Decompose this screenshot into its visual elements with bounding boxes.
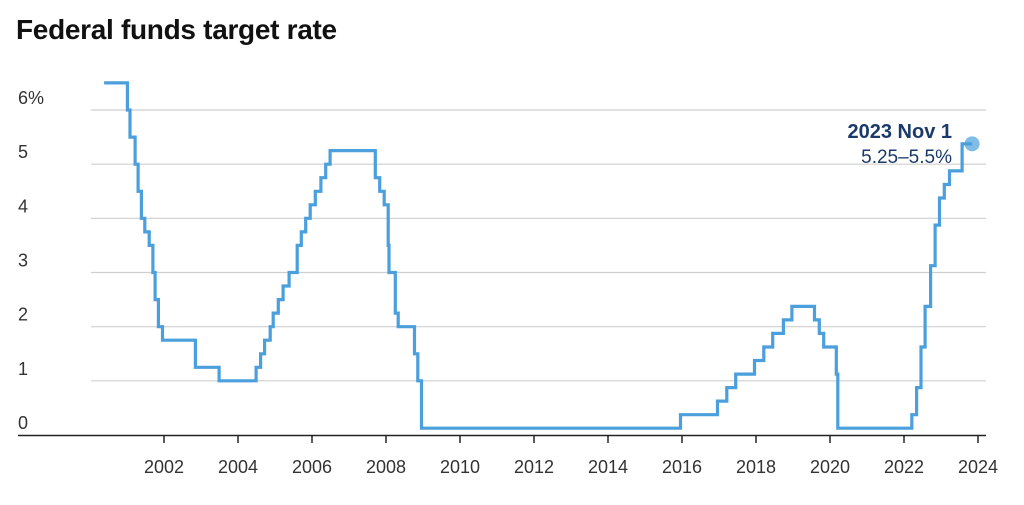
x-tick-label: 2016: [662, 457, 702, 477]
x-tick-label: 2022: [884, 457, 924, 477]
x-tick-label: 2020: [810, 457, 850, 477]
x-tick-label: 2004: [218, 457, 258, 477]
annotation: 2023 Nov 1 5.25–5.5%: [847, 121, 980, 168]
y-tick-label: 3: [18, 251, 28, 271]
series: [104, 81, 973, 430]
x-tick-label: 2014: [588, 457, 628, 477]
y-tick-label: 5: [18, 142, 28, 162]
chart-title: Federal funds target rate: [16, 14, 337, 45]
gridlines: [91, 109, 986, 382]
annotation-date: 2023 Nov 1: [847, 121, 952, 143]
x-tick-label: 2012: [514, 457, 554, 477]
y-tick-label: 4: [18, 196, 28, 216]
x-tick-label: 2010: [440, 457, 480, 477]
y-tick-label: 1: [18, 359, 28, 379]
x-tick-label: 2024: [958, 457, 998, 477]
highlight-point: [964, 136, 980, 152]
y-tick-label: 6%: [18, 88, 44, 108]
rate-line: [104, 81, 973, 430]
y-tick-label: 2: [18, 305, 28, 325]
x-tick-label: 2008: [366, 457, 406, 477]
y-tick-label: 0: [18, 413, 28, 433]
x-axis: 2002 2004 2006 2008 2010 2012 2014 2016 2018 2020…: [18, 434, 998, 477]
x-tick-label: 2018: [736, 457, 776, 477]
x-tick-label: 2002: [144, 457, 184, 477]
annotation-value: 5.25–5.5%: [861, 147, 952, 168]
x-tick-label: 2006: [292, 457, 332, 477]
y-axis: 0 1 2 3 4 5 6%: [18, 88, 44, 433]
